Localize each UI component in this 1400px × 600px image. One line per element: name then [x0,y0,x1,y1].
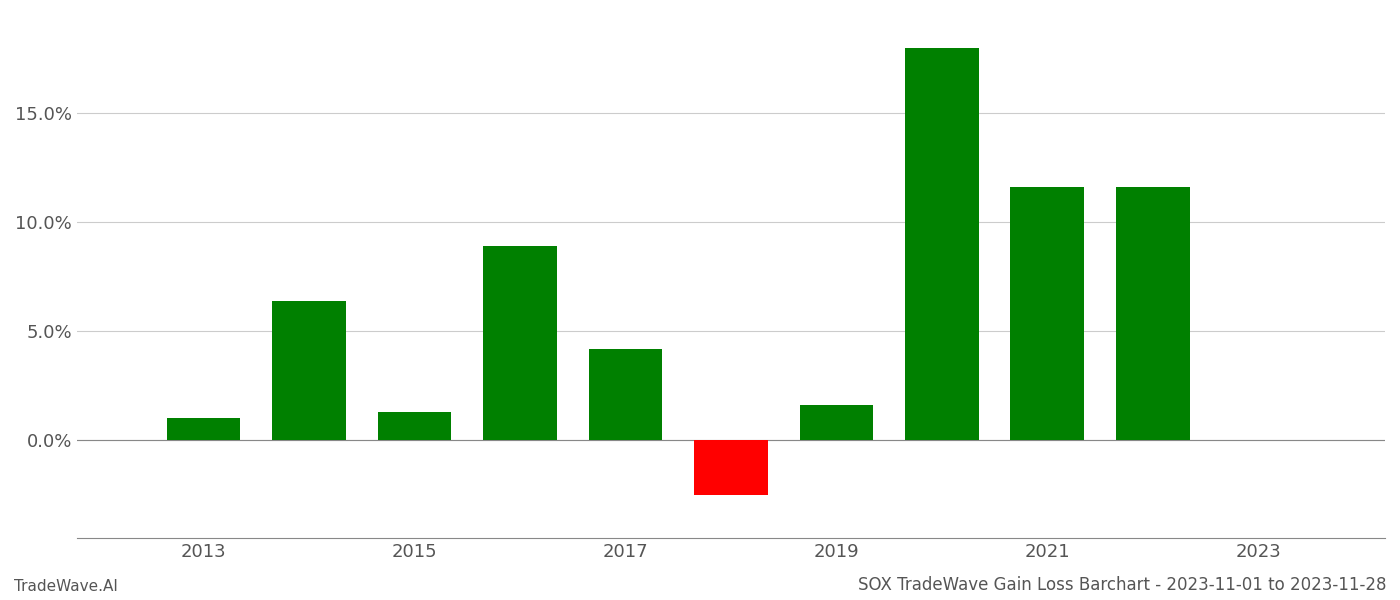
Text: TradeWave.AI: TradeWave.AI [14,579,118,594]
Bar [272,301,346,440]
Bar [588,349,662,440]
Bar [167,418,241,440]
Bar [694,440,767,494]
Bar [483,246,557,440]
Bar [1011,187,1085,440]
Bar [904,47,979,440]
Bar [378,412,451,440]
Text: SOX TradeWave Gain Loss Barchart - 2023-11-01 to 2023-11-28: SOX TradeWave Gain Loss Barchart - 2023-… [857,576,1386,594]
Bar [1116,187,1190,440]
Bar [799,405,874,440]
